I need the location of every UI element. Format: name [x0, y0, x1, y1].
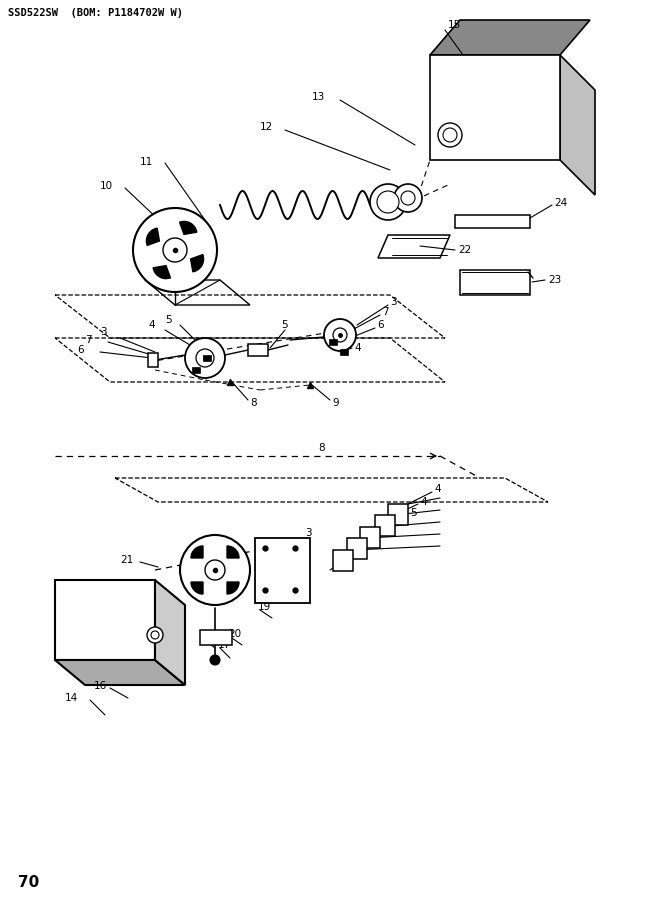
Text: 4: 4	[354, 343, 361, 353]
Polygon shape	[360, 527, 380, 548]
Text: SSD522SW  (BOM: P1184702W W): SSD522SW (BOM: P1184702W W)	[8, 8, 183, 18]
Polygon shape	[378, 235, 450, 258]
Text: 3: 3	[305, 528, 312, 538]
Text: 11: 11	[140, 157, 153, 167]
Polygon shape	[329, 339, 337, 345]
Polygon shape	[347, 538, 367, 559]
Circle shape	[370, 184, 406, 220]
Text: 9: 9	[332, 398, 339, 408]
Circle shape	[394, 184, 422, 212]
Text: 70: 70	[18, 875, 39, 890]
Text: 7: 7	[382, 307, 389, 317]
Text: 5: 5	[410, 508, 416, 518]
Circle shape	[147, 627, 163, 643]
Circle shape	[401, 191, 415, 205]
Polygon shape	[430, 20, 590, 55]
Circle shape	[163, 238, 187, 262]
Polygon shape	[203, 355, 211, 361]
Circle shape	[196, 349, 214, 367]
Text: 19: 19	[258, 602, 271, 612]
Polygon shape	[430, 55, 560, 160]
Text: 12: 12	[260, 122, 273, 132]
Text: 3: 3	[100, 327, 107, 337]
Circle shape	[185, 338, 225, 378]
Wedge shape	[227, 546, 239, 558]
Text: 22: 22	[458, 245, 471, 255]
Text: 24: 24	[554, 198, 567, 208]
Polygon shape	[333, 550, 353, 571]
Circle shape	[180, 535, 250, 605]
Text: 13: 13	[312, 92, 325, 102]
Text: 20: 20	[228, 629, 241, 639]
Text: 6: 6	[77, 345, 83, 355]
Circle shape	[324, 319, 356, 351]
Text: 7: 7	[85, 335, 91, 345]
Polygon shape	[375, 515, 395, 536]
Circle shape	[333, 328, 347, 342]
Text: 3: 3	[390, 297, 397, 307]
Polygon shape	[155, 580, 185, 685]
Text: 15: 15	[448, 20, 461, 30]
Text: 21: 21	[120, 555, 133, 565]
Polygon shape	[200, 630, 232, 645]
Circle shape	[438, 123, 462, 147]
Polygon shape	[55, 580, 155, 660]
Text: 10: 10	[100, 181, 113, 191]
Circle shape	[205, 560, 225, 580]
Polygon shape	[55, 660, 185, 685]
Text: 16: 16	[94, 681, 107, 691]
Text: 4: 4	[434, 484, 441, 494]
Wedge shape	[191, 582, 203, 594]
Polygon shape	[248, 344, 268, 356]
Text: 2: 2	[350, 551, 357, 561]
Wedge shape	[191, 255, 204, 272]
Polygon shape	[560, 55, 595, 195]
Polygon shape	[455, 215, 530, 228]
Text: 23: 23	[548, 275, 561, 285]
Text: 8: 8	[250, 398, 257, 408]
Text: 5: 5	[165, 315, 171, 325]
Circle shape	[377, 191, 399, 213]
Text: 8: 8	[318, 443, 324, 453]
Polygon shape	[255, 538, 310, 603]
Polygon shape	[388, 504, 408, 525]
Circle shape	[210, 655, 220, 665]
Wedge shape	[191, 546, 203, 558]
Circle shape	[133, 208, 217, 292]
Polygon shape	[148, 353, 158, 367]
Text: 4: 4	[420, 497, 426, 507]
Text: 17: 17	[218, 640, 231, 650]
Text: 18: 18	[200, 631, 213, 641]
Circle shape	[443, 128, 457, 142]
Polygon shape	[460, 270, 530, 295]
Text: 14: 14	[65, 693, 78, 703]
Circle shape	[151, 631, 159, 639]
Polygon shape	[340, 349, 348, 355]
Text: 4: 4	[148, 320, 155, 330]
Text: 1: 1	[364, 537, 371, 547]
Wedge shape	[227, 582, 239, 594]
Text: 6: 6	[377, 320, 383, 330]
Text: 5: 5	[282, 320, 289, 330]
Wedge shape	[146, 229, 160, 246]
Wedge shape	[179, 221, 197, 234]
Polygon shape	[192, 367, 200, 373]
Wedge shape	[153, 266, 170, 279]
